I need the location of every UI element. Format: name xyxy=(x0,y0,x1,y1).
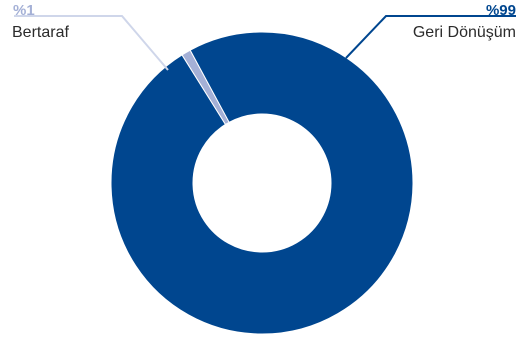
bertaraf-category-label: Bertaraf xyxy=(12,24,69,41)
bertaraf-percent-label: %1 xyxy=(13,2,35,19)
leader-line-geri-donusum xyxy=(345,15,516,59)
geri-donusum-category-label: Geri Dönüşüm xyxy=(413,24,516,41)
slices-layer xyxy=(110,31,414,335)
leader-line-bertaraf xyxy=(14,15,169,71)
geri-donusum-percent-label: %99 xyxy=(486,2,516,19)
donut-hole xyxy=(193,114,331,252)
